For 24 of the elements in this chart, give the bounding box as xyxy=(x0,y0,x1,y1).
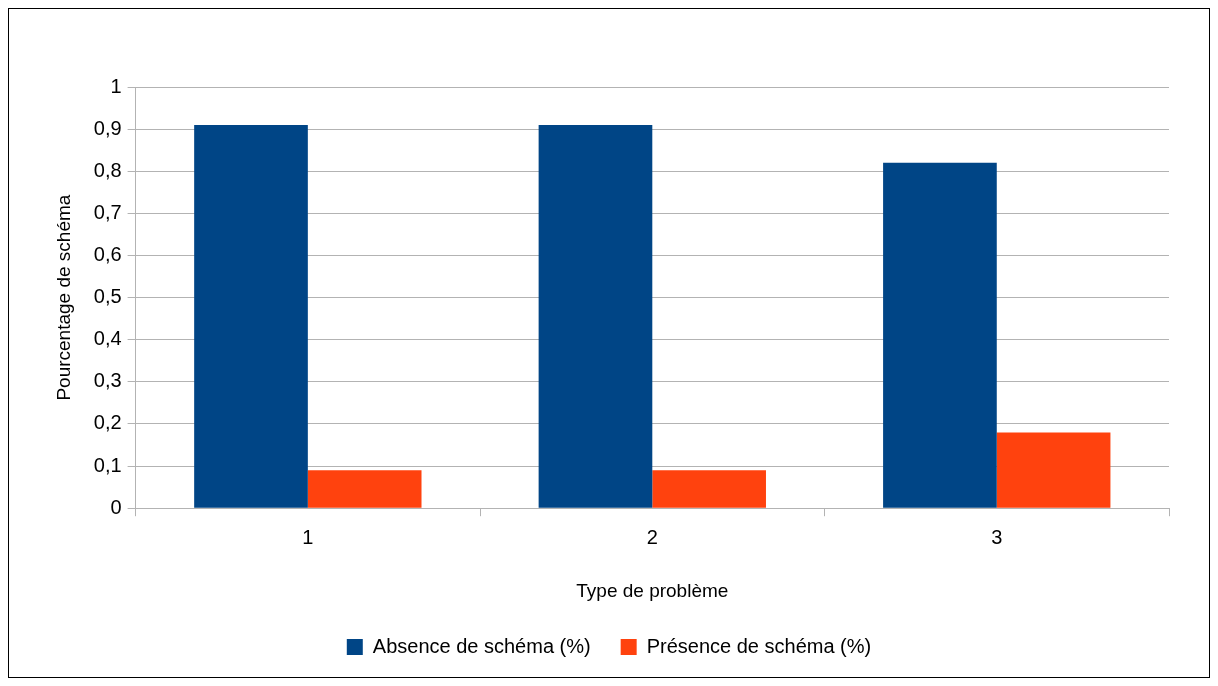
legend-label: Absence de schéma (%) xyxy=(372,634,591,657)
bar xyxy=(307,470,422,508)
y-tick-label: 0,6 xyxy=(93,243,122,265)
bar xyxy=(996,432,1111,508)
y-tick-label: 0,1 xyxy=(93,453,122,476)
x-tick-label: 3 xyxy=(991,525,1003,548)
y-tick-label: 0,7 xyxy=(93,200,122,223)
y-tick-label: 0,3 xyxy=(93,369,122,392)
y-tick-label: 0,8 xyxy=(93,158,122,181)
bar xyxy=(652,470,766,508)
x-tick-label: 1 xyxy=(302,525,314,548)
y-tick-label: 0,9 xyxy=(93,116,122,139)
x-axis-title: Type de problème xyxy=(576,579,729,601)
bar xyxy=(538,124,653,508)
y-tick-label: 1 xyxy=(110,74,122,97)
y-tick-label: 0 xyxy=(110,495,122,518)
x-tick-label: 2 xyxy=(646,525,658,548)
bar xyxy=(194,124,308,508)
legend-label: Présence de schéma (%) xyxy=(646,634,872,657)
y-tick-label: 0,5 xyxy=(93,285,122,308)
y-axis-title: Pourcentage de schéma xyxy=(52,194,74,401)
y-tick-label: 0,4 xyxy=(93,327,122,350)
bar xyxy=(883,162,997,508)
y-tick-label: 0,2 xyxy=(93,411,122,434)
